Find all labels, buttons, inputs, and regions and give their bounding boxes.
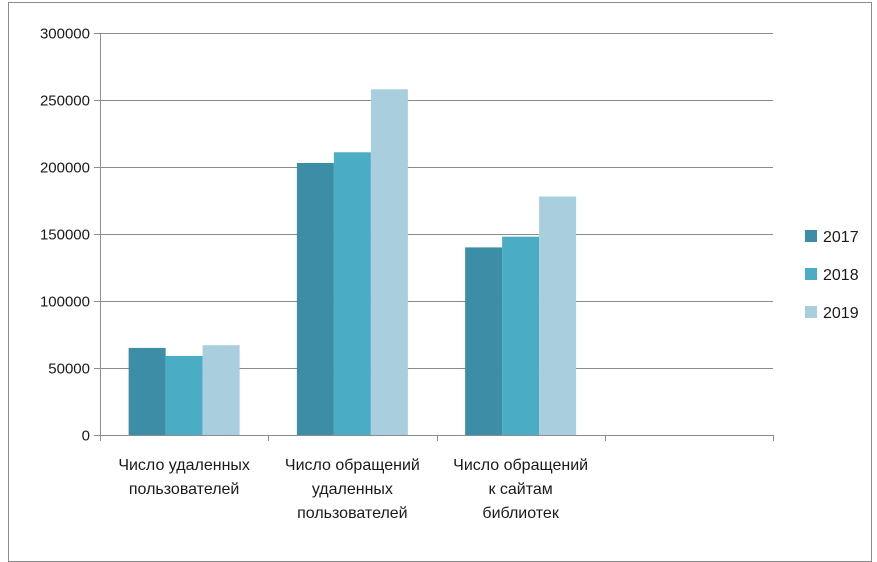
legend-label: 2018 — [823, 267, 859, 284]
y-tick-label: 0 — [82, 428, 90, 445]
x-category-label: Число обращений — [285, 457, 420, 474]
x-category-label: пользователей — [129, 481, 240, 498]
chart-frame — [8, 2, 872, 562]
legend-label: 2017 — [823, 229, 859, 246]
x-category-label: Число удаленных — [118, 457, 250, 474]
bar-2018 — [333, 152, 371, 435]
x-category-label: Число обращений — [453, 457, 588, 474]
bar-2019 — [539, 196, 577, 435]
x-axis: Число удаленных пользователей Число обраще… — [94, 435, 774, 522]
y-tick-label: 150000 — [40, 227, 90, 244]
bar-2017 — [465, 247, 503, 435]
legend-label: 2019 — [823, 305, 859, 322]
bar-2019 — [202, 345, 240, 435]
x-category-label: к сайтам — [488, 481, 552, 498]
bar-2018 — [502, 236, 540, 435]
y-tick-label: 100000 — [40, 294, 90, 311]
x-category-label: удаленных — [312, 481, 393, 498]
x-category-label: пользователей — [297, 505, 408, 522]
legend-swatch — [805, 230, 817, 242]
y-tick-label: 250000 — [40, 93, 90, 110]
bar-chart: 0 50000 100000 150000 200000 250000 300000 Чис… — [40, 26, 859, 523]
bars — [128, 89, 577, 436]
bar-2018 — [165, 355, 203, 435]
legend: 2017 2018 2019 — [805, 229, 859, 322]
bar-2017 — [296, 162, 334, 436]
y-tick-label: 300000 — [40, 26, 90, 43]
bar-2019 — [370, 89, 408, 435]
bar-2017 — [128, 347, 166, 435]
legend-swatch — [805, 268, 817, 280]
y-tick-label: 200000 — [40, 160, 90, 177]
y-axis: 0 50000 100000 150000 200000 250000 300000 — [40, 26, 101, 445]
legend-swatch — [805, 306, 817, 318]
y-tick-label: 50000 — [48, 361, 90, 378]
x-category-label: библиотек — [482, 505, 559, 522]
gridlines — [100, 33, 773, 369]
